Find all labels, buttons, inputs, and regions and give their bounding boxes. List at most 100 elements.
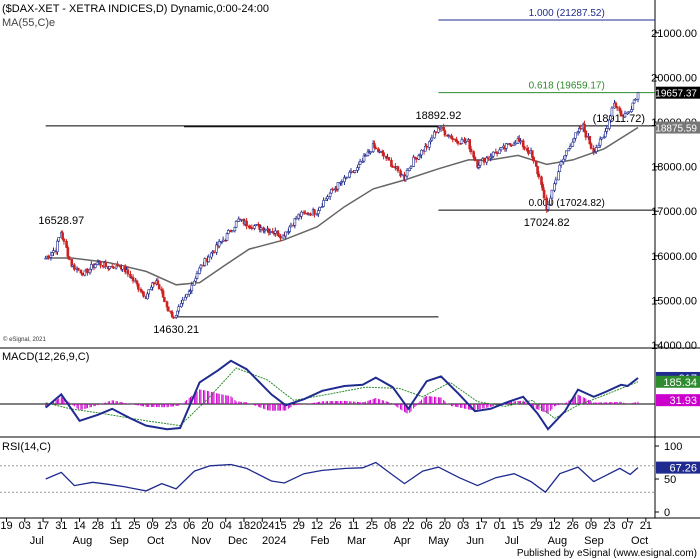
candle-body	[572, 138, 576, 143]
x-month-label: Feb	[310, 535, 329, 547]
candle-body	[469, 148, 473, 152]
y-tick-label: 17000.00	[651, 206, 697, 218]
candle-body	[284, 231, 288, 237]
candle-body	[472, 151, 475, 158]
candle-body	[50, 252, 54, 256]
x-month-label: Jun	[466, 535, 484, 547]
candle-body	[165, 301, 169, 308]
x-month-label: Sep	[584, 535, 604, 547]
candle-body	[559, 161, 563, 166]
x-month-label: 2024	[262, 535, 286, 547]
candle-body	[293, 218, 297, 226]
candle-body	[618, 107, 622, 112]
candle-body	[317, 210, 320, 215]
candle-body	[619, 110, 623, 117]
fib-level-label: 0.618 (19659.17)	[529, 81, 605, 92]
x-tick-label: 29	[293, 520, 305, 532]
candle-body	[288, 226, 291, 232]
x-tick-label: 29	[530, 520, 542, 532]
candle-body	[598, 138, 602, 146]
candle-body	[588, 136, 592, 145]
candle-body	[104, 262, 107, 267]
reference-line-label: (18911.72)	[593, 113, 645, 125]
price-panel: 21000.0020000.0019000.0018000.0017000.00…	[0, 0, 700, 519]
rsi-panel: 100 50 0 67.26	[0, 441, 700, 519]
x-axis: 19 03 17 31 14 28 11 25 09 23 06 20 04 18 2024 15 29 12 26…	[0, 518, 652, 547]
candle-body	[382, 152, 385, 157]
candle-body	[631, 102, 635, 110]
candle-body	[259, 227, 263, 230]
candle-body	[521, 140, 525, 148]
y-tick-label: 15000.00	[651, 295, 697, 307]
x-tick-label: 01	[494, 520, 506, 532]
price-label: 18892.92	[415, 110, 461, 122]
x-month-label: Aug	[73, 535, 93, 547]
x-tick-label: 23	[603, 520, 615, 532]
rsi-tag-text: 67.26	[669, 463, 697, 475]
x-tick-label: 20	[439, 520, 451, 532]
macd-histogram	[45, 389, 639, 414]
candle-body	[80, 272, 84, 276]
candle-body	[439, 126, 443, 130]
candle-body	[378, 151, 381, 153]
candle-body	[443, 130, 447, 136]
x-tick-label: 25	[128, 520, 140, 532]
candle-body	[172, 316, 175, 319]
x-tick-label: 12	[311, 520, 323, 532]
candle-body	[320, 206, 324, 208]
x-tick-label: 04	[220, 520, 232, 532]
candle-body	[414, 157, 418, 160]
candle-body	[177, 306, 181, 312]
candle-body	[220, 241, 224, 243]
candle-body	[66, 247, 70, 257]
watermark: © eSignal, 2021	[3, 336, 46, 343]
x-tick-label: 11	[110, 520, 121, 532]
candle-body	[73, 264, 76, 270]
candle-body	[546, 204, 550, 210]
x-month-label: Mar	[347, 535, 366, 547]
candle-body	[404, 175, 408, 181]
x-month-label: Apr	[394, 535, 411, 547]
candle-body	[464, 141, 468, 143]
x-month-label: Dec	[228, 535, 248, 547]
x-tick-label: 03	[457, 520, 469, 532]
candle-body	[326, 196, 329, 200]
candle-body	[108, 265, 111, 269]
candle-body	[135, 280, 139, 285]
candle-body	[531, 150, 534, 158]
x-tick-label: 14	[73, 520, 85, 532]
x-tick-label: 21	[640, 520, 652, 532]
macd-title: MACD(12,26,9,C)	[2, 351, 89, 363]
last-price-tag-text: 18875.59	[655, 124, 697, 135]
x-month-label: Jul	[30, 535, 44, 547]
candle-body	[336, 182, 340, 190]
x-month-label: May	[428, 535, 449, 547]
x-tick-label: 28	[92, 520, 104, 532]
candle-body	[195, 273, 199, 279]
candle-body	[348, 171, 351, 178]
candle-body	[56, 240, 59, 253]
x-tick-label: 12	[548, 520, 560, 532]
candle-body	[198, 267, 201, 274]
macd-tag	[656, 394, 700, 407]
x-tick-label: 26	[329, 520, 341, 532]
candle-body	[545, 197, 549, 210]
candle-body	[271, 231, 274, 234]
candle-body	[65, 240, 68, 248]
candle-body	[161, 290, 165, 298]
rsi-title: RSI(14,C)	[2, 441, 51, 453]
candle-body	[442, 126, 445, 132]
candle-body	[274, 230, 277, 234]
candle-body	[537, 173, 541, 178]
candle-body	[57, 236, 61, 242]
candle-body	[181, 299, 184, 304]
candle-body	[579, 127, 582, 130]
candle-body	[600, 137, 603, 140]
candle-body	[584, 130, 588, 138]
candle-body	[83, 270, 87, 276]
candle-body	[199, 264, 203, 269]
publisher-label: Published by eSignal (www.esignal.com)	[517, 548, 697, 559]
candle-body	[49, 254, 53, 258]
candle-body	[157, 284, 161, 290]
candle-body	[437, 127, 440, 133]
